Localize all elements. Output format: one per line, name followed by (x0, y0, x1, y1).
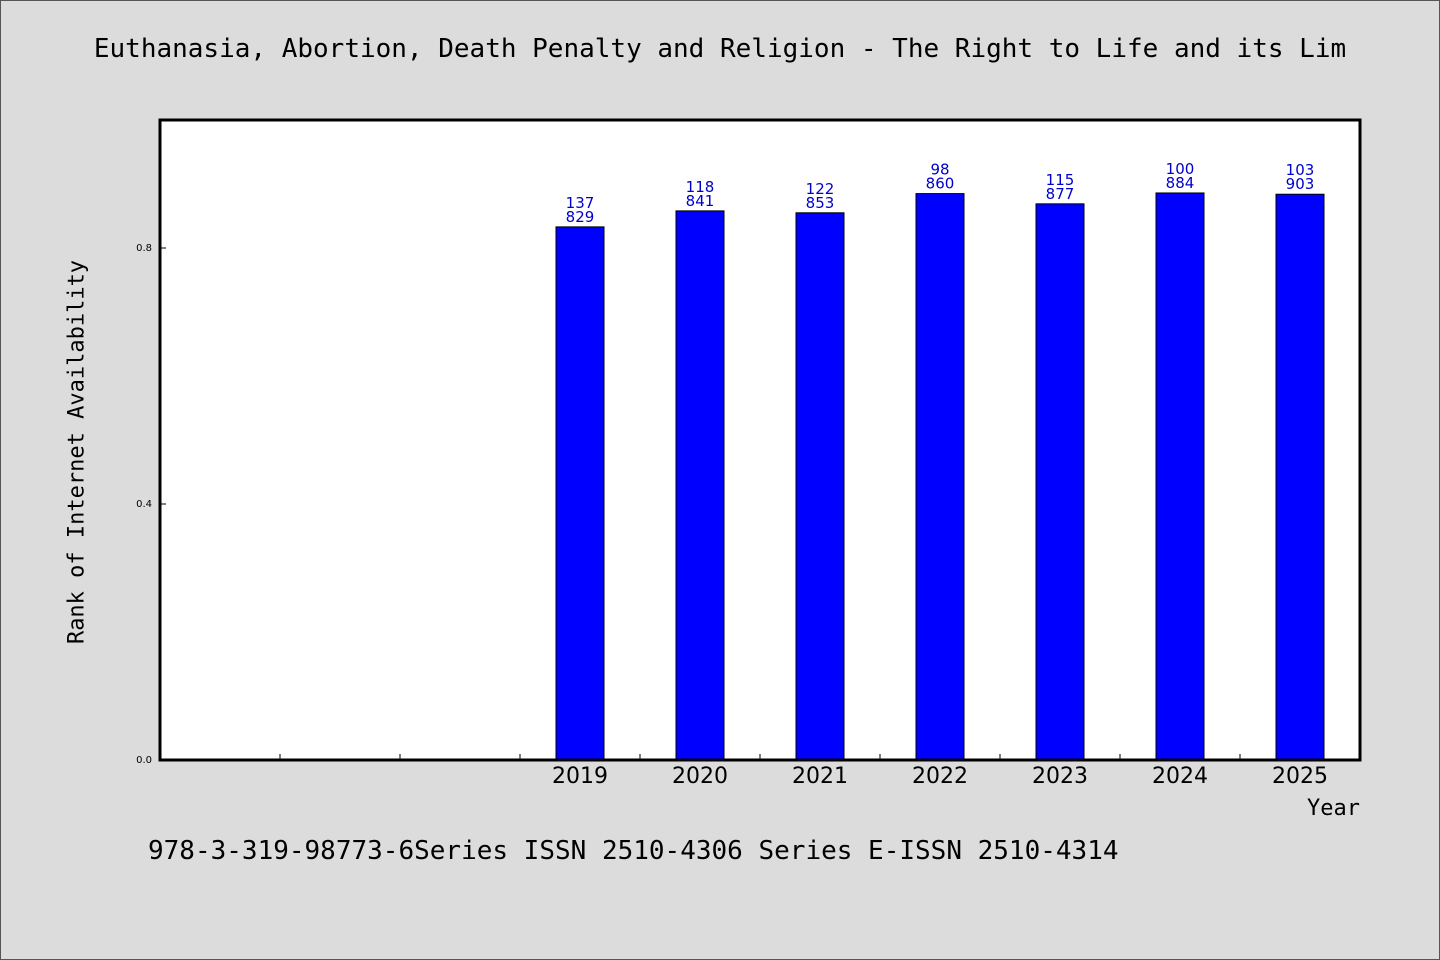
bar-label-top: 100 (1166, 160, 1195, 178)
x-tick-label: 2025 (1272, 764, 1328, 789)
y-tick-label: 0.0 (136, 755, 152, 766)
x-tick-label: 2020 (672, 764, 728, 789)
chart-title: Euthanasia, Abortion, Death Penalty and … (93, 34, 1347, 64)
y-tick-label: 0.4 (136, 499, 152, 510)
bar-label-top: 103 (1286, 161, 1315, 179)
bar-label-bottom: 829 (566, 208, 595, 226)
bar-label-bottom: 877 (1046, 185, 1075, 203)
y-tick-label: 0.8 (136, 243, 152, 254)
x-tick-label: 2024 (1152, 764, 1208, 789)
bar (675, 210, 725, 761)
bar (1275, 193, 1325, 761)
x-tick-label: 2019 (552, 764, 608, 789)
bar-label-bottom: 903 (1286, 175, 1315, 193)
x-tick-label: 2022 (912, 764, 968, 789)
x-axis-label: Year (1307, 796, 1360, 821)
bar-label-top: 137 (566, 194, 595, 212)
bar-label-bottom: 841 (686, 192, 715, 210)
bar (795, 212, 845, 761)
bar-label-bottom: 860 (926, 175, 955, 193)
bar (915, 193, 965, 761)
bar-label-top: 122 (806, 180, 835, 198)
x-tick-label: 2023 (1032, 764, 1088, 789)
plot-border (158, 118, 1362, 762)
bar (555, 226, 605, 761)
bar-label-bottom: 853 (806, 194, 835, 212)
bar (1035, 203, 1085, 761)
x-tick-label: 2021 (792, 764, 848, 789)
bar-label-bottom: 884 (1166, 174, 1195, 192)
footer-text: 978-3-319-98773-6Series ISSN 2510-4306 S… (148, 836, 1119, 866)
bar (1155, 192, 1205, 761)
bar-label-top: 115 (1046, 171, 1075, 189)
bar-label-top: 98 (930, 161, 949, 179)
bar-label-top: 118 (686, 178, 715, 196)
